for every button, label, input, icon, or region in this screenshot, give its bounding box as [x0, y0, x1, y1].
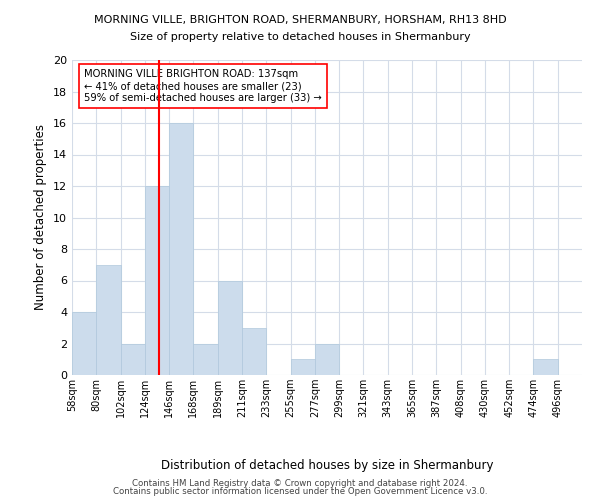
Text: Distribution of detached houses by size in Shermanbury: Distribution of detached houses by size …: [161, 460, 493, 472]
Bar: [72, 312, 96, 375]
Bar: [290, 359, 315, 375]
Y-axis label: Number of detached properties: Number of detached properties: [34, 124, 47, 310]
Bar: [218, 280, 242, 375]
Bar: [121, 344, 145, 375]
Bar: [193, 344, 218, 375]
Bar: [533, 359, 558, 375]
Bar: [145, 186, 169, 375]
Text: MORNING VILLE, BRIGHTON ROAD, SHERMANBURY, HORSHAM, RH13 8HD: MORNING VILLE, BRIGHTON ROAD, SHERMANBUR…: [94, 15, 506, 25]
Bar: [96, 265, 121, 375]
Text: Contains HM Land Registry data © Crown copyright and database right 2024.: Contains HM Land Registry data © Crown c…: [132, 478, 468, 488]
Bar: [169, 123, 193, 375]
Bar: [242, 328, 266, 375]
Text: Size of property relative to detached houses in Shermanbury: Size of property relative to detached ho…: [130, 32, 470, 42]
Text: MORNING VILLE BRIGHTON ROAD: 137sqm
← 41% of detached houses are smaller (23)
59: MORNING VILLE BRIGHTON ROAD: 137sqm ← 41…: [84, 70, 322, 102]
Bar: [315, 344, 339, 375]
Text: Contains public sector information licensed under the Open Government Licence v3: Contains public sector information licen…: [113, 487, 487, 496]
